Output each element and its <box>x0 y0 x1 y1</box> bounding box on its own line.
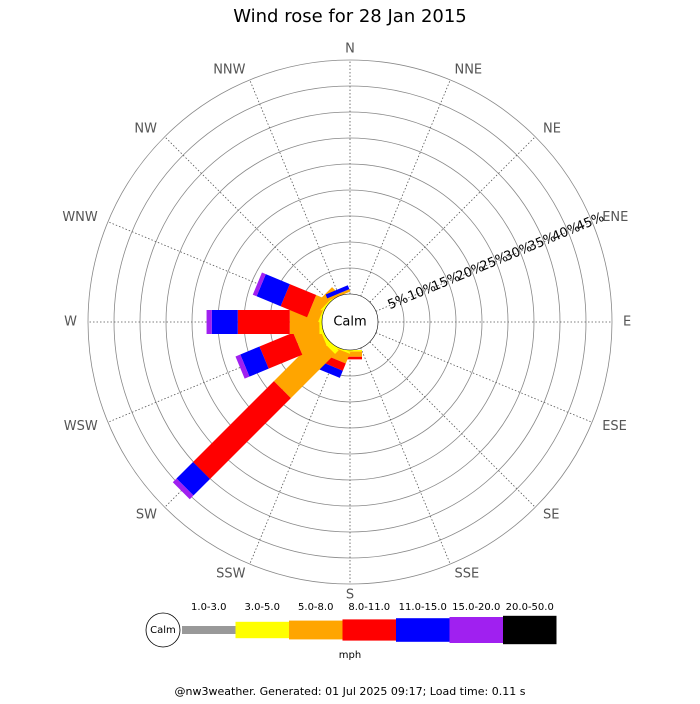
direction-label: S <box>346 588 354 603</box>
direction-label: SSE <box>454 567 479 582</box>
legend-label: 5.0-8.0 <box>298 602 333 613</box>
bar-segment <box>338 356 362 360</box>
calm-label: Calm <box>333 315 366 330</box>
legend-label: 11.0-15.0 <box>399 602 447 613</box>
bar-segment <box>256 274 290 307</box>
legend: Calm mph 1.0-3.0 3.0-5.0 5.0-8.0 8.0-11.0 11… <box>145 602 557 661</box>
legend-swatch <box>449 617 503 643</box>
bar-segment <box>206 310 212 334</box>
calm-circle <box>321 293 379 351</box>
legend-label: 20.0-50.0 <box>506 602 554 613</box>
spoke <box>164 136 331 303</box>
spoke <box>249 347 340 565</box>
legend-label: 8.0-11.0 <box>348 602 390 613</box>
direction-label: E <box>623 315 631 330</box>
bars <box>172 272 362 500</box>
legend-swatch <box>289 620 343 640</box>
ring <box>87 59 613 585</box>
spoke <box>375 332 593 423</box>
bar-segment <box>317 361 343 378</box>
legend-calm-circle <box>145 612 181 648</box>
units-label: mph <box>339 650 361 661</box>
spoke <box>369 341 536 508</box>
bar-segment <box>235 354 250 379</box>
legend-swatch <box>396 618 450 642</box>
bar-segment <box>176 462 210 496</box>
footer: @nw3weather. Generated: 01 Jul 2025 09:1… <box>175 685 526 698</box>
direction-label: N <box>345 42 355 57</box>
bar-segment <box>240 346 269 377</box>
bar-segment <box>211 310 238 334</box>
bar-segment <box>193 381 291 479</box>
legend-calm-label: Calm <box>150 625 176 636</box>
direction-label: SW <box>136 508 157 523</box>
bar-segment <box>325 285 350 299</box>
direction-label: SE <box>543 508 559 523</box>
bar-segment <box>259 332 303 369</box>
spoke <box>360 79 451 297</box>
spoke <box>360 347 451 565</box>
grid: 5%10%15%20%25%30%35%40%45%NNNENEENEEESES… <box>62 42 631 603</box>
spoke <box>249 79 340 297</box>
spoke <box>369 136 536 303</box>
direction-label: NW <box>134 121 157 136</box>
bar-segment <box>237 310 290 334</box>
bar-segment <box>252 272 266 297</box>
direction-label: ENE <box>602 210 628 225</box>
legend-swatch <box>342 619 396 641</box>
direction-label: SSW <box>216 567 246 582</box>
bar-segment <box>327 289 351 301</box>
ring <box>165 137 535 507</box>
direction-label: NE <box>543 121 561 136</box>
bar-segment <box>280 284 317 318</box>
direction-label: ESE <box>602 419 627 434</box>
legend-label: 1.0-3.0 <box>191 602 226 613</box>
direction-label: NNE <box>454 62 482 77</box>
direction-label: WSW <box>64 419 98 434</box>
ring-label: 5% <box>386 291 411 313</box>
chart-title: Wind rose for 28 Jan 2015 <box>233 6 467 27</box>
direction-label: W <box>64 315 77 330</box>
direction-label: WNW <box>62 210 98 225</box>
legend-label: 3.0-5.0 <box>245 602 280 613</box>
spoke <box>375 221 593 312</box>
legend-label: 15.0-20.0 <box>452 602 500 613</box>
bar-segment <box>172 478 194 500</box>
direction-label: NNW <box>213 62 245 77</box>
legend-swatch <box>182 626 236 634</box>
legend-swatch <box>235 621 289 639</box>
bar-segment <box>273 336 336 399</box>
bar-segment <box>338 351 362 357</box>
legend-swatch <box>503 615 557 645</box>
bar-segment <box>338 350 362 352</box>
